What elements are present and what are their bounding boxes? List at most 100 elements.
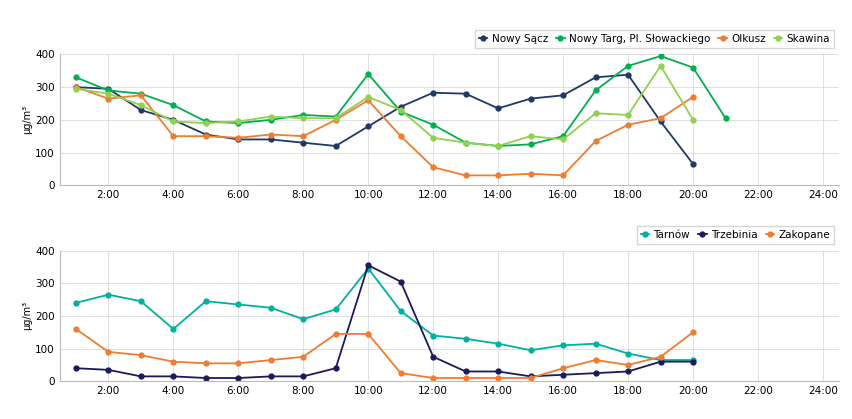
Zakopane xyxy=(135,353,146,358)
Zakopane xyxy=(688,330,698,335)
Skawina xyxy=(103,91,113,96)
Skawina xyxy=(428,135,438,140)
Zakopane xyxy=(428,375,438,380)
Zakopane xyxy=(168,359,178,364)
Nowy Targ, Pl. Słowackiego xyxy=(168,103,178,108)
Olkusz xyxy=(266,132,276,137)
Nowy Targ, Pl. Słowackiego xyxy=(655,54,665,59)
Line: Zakopane: Zakopane xyxy=(73,326,695,380)
Nowy Targ, Pl. Słowackiego xyxy=(298,112,308,117)
Olkusz xyxy=(688,94,698,99)
Skawina xyxy=(201,121,211,126)
Tarnów xyxy=(623,351,633,356)
Line: Olkusz: Olkusz xyxy=(73,85,695,178)
Trzebinia xyxy=(168,374,178,379)
Skawina xyxy=(558,137,568,142)
Nowy Sącz xyxy=(590,75,601,80)
Trzebinia xyxy=(201,375,211,380)
Nowy Sącz xyxy=(655,119,665,124)
Nowy Sącz xyxy=(526,96,536,101)
Nowy Sącz xyxy=(493,106,504,111)
Skawina xyxy=(363,94,373,99)
Tarnów xyxy=(233,302,244,307)
Tarnów xyxy=(103,292,113,297)
Nowy Sącz xyxy=(298,140,308,145)
Tarnów xyxy=(331,307,341,312)
Olkusz xyxy=(135,93,146,98)
Tarnów xyxy=(266,305,276,310)
Nowy Sącz xyxy=(201,132,211,137)
Tarnów xyxy=(71,300,81,305)
Tarnów xyxy=(688,357,698,362)
Trzebinia xyxy=(363,263,373,268)
Trzebinia xyxy=(688,359,698,364)
Tarnów xyxy=(655,357,665,362)
Trzebinia xyxy=(461,369,471,374)
Olkusz xyxy=(363,98,373,103)
Tarnów xyxy=(395,308,406,313)
Line: Nowy Targ, Pl. Słowackiego: Nowy Targ, Pl. Słowackiego xyxy=(73,54,728,148)
Olkusz xyxy=(103,96,113,101)
Tarnów xyxy=(428,333,438,338)
Nowy Sącz xyxy=(168,117,178,122)
Line: Skawina: Skawina xyxy=(73,63,695,148)
Olkusz xyxy=(493,173,504,178)
Nowy Targ, Pl. Słowackiego xyxy=(363,72,373,77)
Skawina xyxy=(168,119,178,124)
Line: Nowy Sącz: Nowy Sącz xyxy=(73,72,695,166)
Nowy Sącz xyxy=(331,143,341,148)
Trzebinia xyxy=(493,369,504,374)
Tarnów xyxy=(461,336,471,341)
Olkusz xyxy=(526,171,536,176)
Nowy Targ, Pl. Słowackiego xyxy=(266,117,276,122)
Nowy Targ, Pl. Słowackiego xyxy=(461,140,471,145)
Zakopane xyxy=(298,354,308,360)
Nowy Targ, Pl. Słowackiego xyxy=(71,75,81,80)
Zakopane xyxy=(461,375,471,380)
Tarnów xyxy=(363,266,373,271)
Trzebinia xyxy=(298,374,308,379)
Olkusz xyxy=(331,117,341,122)
Nowy Targ, Pl. Słowackiego xyxy=(493,143,504,148)
Nowy Targ, Pl. Słowackiego xyxy=(135,91,146,96)
Nowy Sącz xyxy=(266,137,276,142)
Skawina xyxy=(526,134,536,139)
Olkusz xyxy=(233,135,244,140)
Nowy Targ, Pl. Słowackiego xyxy=(558,134,568,139)
Zakopane xyxy=(558,366,568,371)
Trzebinia xyxy=(526,374,536,379)
Zakopane xyxy=(623,362,633,367)
Skawina xyxy=(135,103,146,108)
Tarnów xyxy=(558,343,568,348)
Zakopane xyxy=(395,371,406,376)
Tarnów xyxy=(590,341,601,346)
Trzebinia xyxy=(103,367,113,372)
Trzebinia xyxy=(558,372,568,377)
Line: Trzebinia: Trzebinia xyxy=(73,263,695,380)
Tarnów xyxy=(135,299,146,304)
Line: Tarnów: Tarnów xyxy=(73,266,695,362)
Olkusz xyxy=(428,165,438,170)
Olkusz xyxy=(71,85,81,90)
Nowy Sącz xyxy=(395,104,406,109)
Nowy Sącz xyxy=(428,90,438,95)
Nowy Sącz xyxy=(135,108,146,113)
Olkusz xyxy=(201,134,211,139)
Skawina xyxy=(71,86,81,91)
Zakopane xyxy=(233,361,244,366)
Nowy Sącz xyxy=(461,91,471,96)
Skawina xyxy=(331,116,341,121)
Zakopane xyxy=(493,375,504,380)
Trzebinia xyxy=(233,375,244,380)
Olkusz xyxy=(168,134,178,139)
Nowy Targ, Pl. Słowackiego xyxy=(428,122,438,127)
Trzebinia xyxy=(395,279,406,284)
Trzebinia xyxy=(623,369,633,374)
Skawina xyxy=(266,114,276,119)
Nowy Sącz xyxy=(71,85,81,90)
Nowy Targ, Pl. Słowackiego xyxy=(233,121,244,126)
Tarnów xyxy=(526,348,536,353)
Olkusz xyxy=(623,122,633,127)
Tarnów xyxy=(298,317,308,322)
Skawina xyxy=(461,140,471,145)
